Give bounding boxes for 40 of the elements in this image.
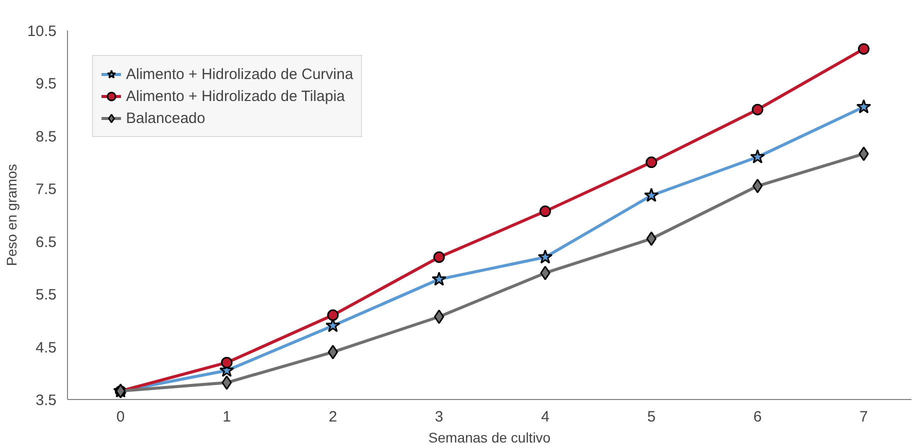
legend-label: Alimento + Hidrolizado de Curvina [126,66,354,82]
x-axis-title: Semanas de cultivo [428,430,551,446]
point [432,272,446,286]
x-tick-label: 7 [860,408,868,426]
point [222,375,232,390]
y-tick-label: 9.5 [36,76,57,93]
x-tick-label: 0 [116,408,125,426]
legend-label: Alimento + Hidrolizado de Tilapia [126,88,345,104]
point [328,344,338,360]
point [540,266,550,280]
point [327,309,339,321]
y-tick-label: 4.5 [36,339,57,356]
x-tick-label: 6 [753,408,762,426]
point [433,251,445,263]
y-axis-title: Peso en gramos [3,164,20,266]
point [752,178,763,194]
y-tick-label: 8.5 [36,128,57,146]
point [856,99,872,114]
point [858,146,869,162]
y-tick-label: 6.5 [36,234,57,251]
x-tick-label: 5 [647,408,656,426]
y-tick-label: 7.5 [36,181,57,198]
y-tick-label: 3.5 [36,392,57,409]
x-tick-label: 2 [328,408,338,426]
point [644,188,659,202]
point [858,43,870,55]
legend-label: Balanceado [126,110,206,126]
point [646,156,658,168]
point [538,249,553,264]
point [750,149,765,164]
x-tick-label: 4 [541,408,550,426]
y-tick-label: 5.5 [36,286,57,304]
y-tick-label: 10.5 [27,23,57,40]
point [646,231,656,246]
x-tick-label: 3 [434,408,444,426]
point [434,309,444,324]
point [752,104,764,116]
x-tick-label: 1 [222,408,231,426]
point [539,206,551,218]
point [220,356,232,368]
